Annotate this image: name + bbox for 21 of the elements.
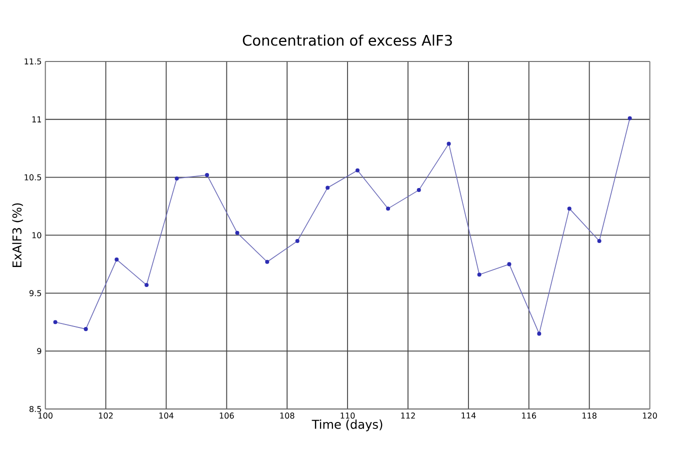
x-tick-label: 108 — [280, 412, 294, 418]
x-tick-label: 118 — [582, 412, 596, 418]
x-tick-label: 106 — [220, 412, 234, 418]
y-tick-label: 10 — [32, 232, 42, 238]
x-tick-label: 110 — [340, 412, 355, 418]
y-tick-label: 10.5 — [24, 174, 42, 180]
x-tick-label: 116 — [522, 412, 536, 418]
x-tick-label: 102 — [98, 412, 113, 418]
y-tick-label: 11.5 — [24, 58, 42, 64]
x-tick-label: 104 — [159, 412, 174, 418]
x-tick-label: 114 — [462, 412, 476, 418]
x-tick-label: 112 — [401, 412, 415, 418]
x-tick-label: 100 — [38, 412, 52, 418]
y-tick-label: 9 — [37, 348, 42, 354]
y-tick-label: 9.5 — [29, 290, 42, 296]
x-tick-label: 120 — [642, 412, 657, 418]
y-axis-title: ExAlF3 (%) — [12, 203, 23, 267]
x-axis-title: Time (days) — [312, 419, 382, 432]
y-tick-label: 8.5 — [30, 406, 42, 412]
y-tick-label: 11 — [32, 116, 42, 122]
chart-title: Concentration of excess AlF3 — [242, 34, 452, 46]
